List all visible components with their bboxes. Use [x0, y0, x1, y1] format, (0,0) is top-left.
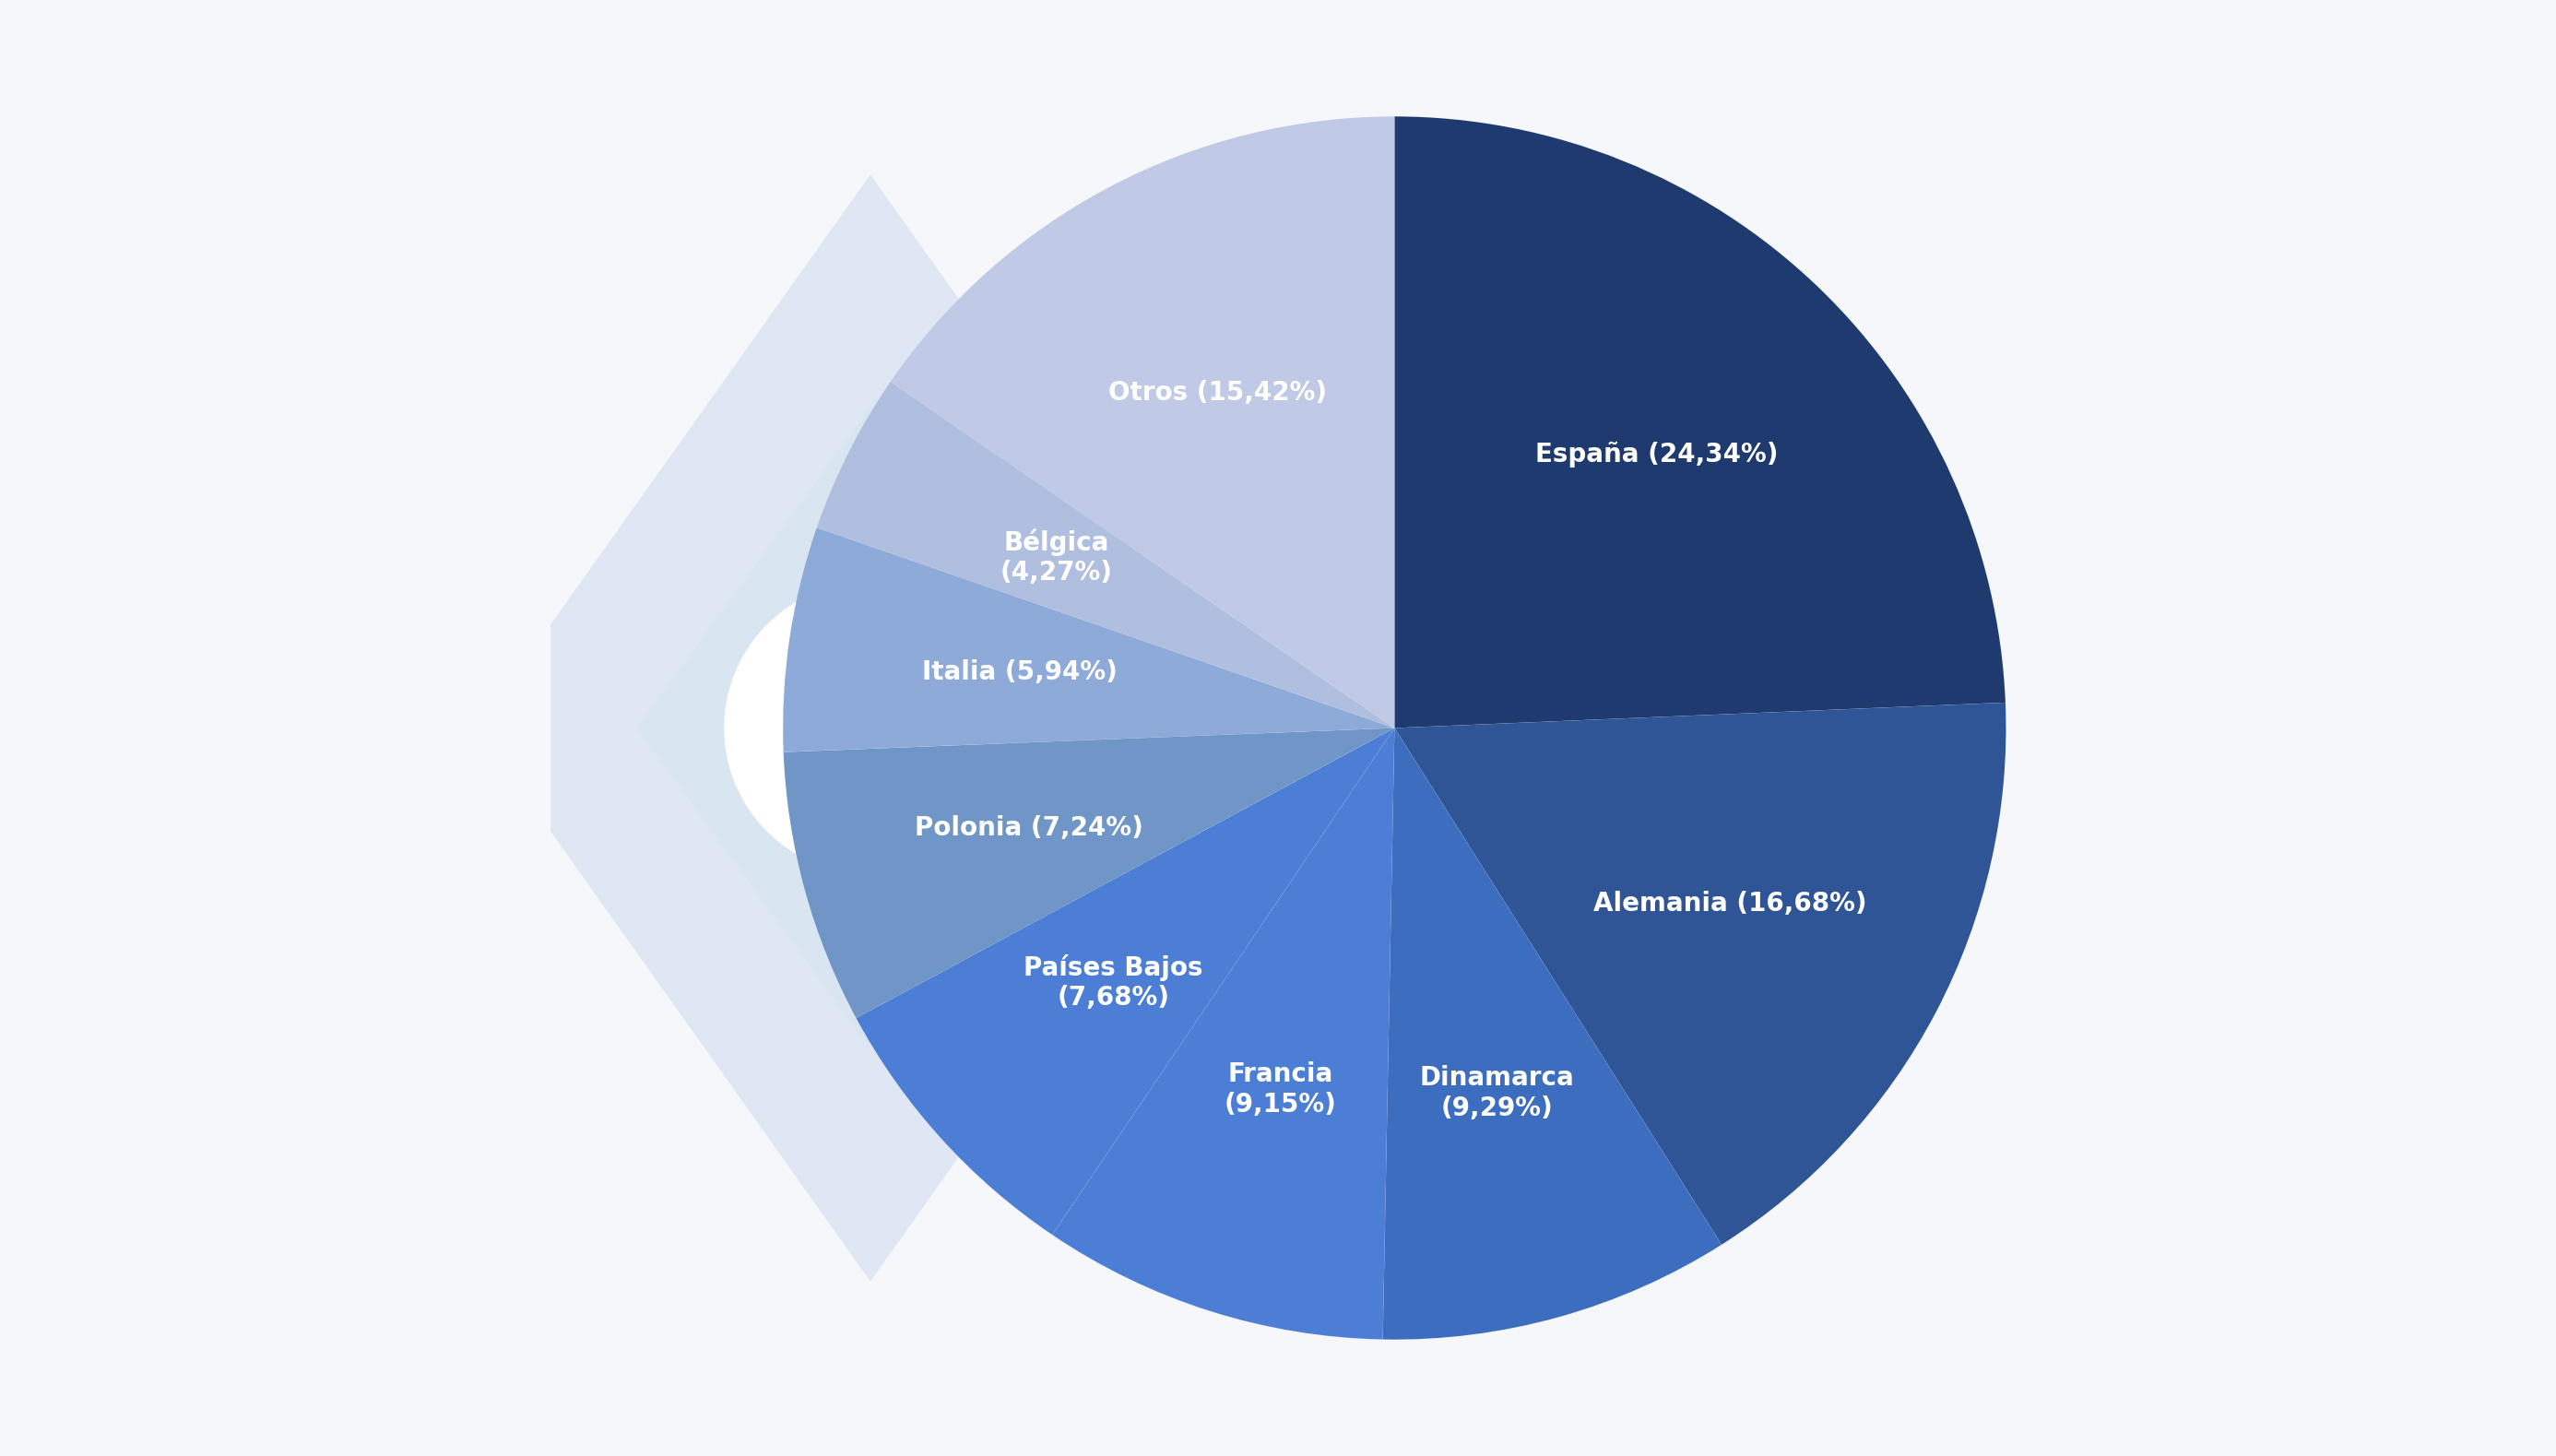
- Text: Polonia (7,24%): Polonia (7,24%): [915, 815, 1143, 842]
- Polygon shape: [636, 408, 1104, 1048]
- Wedge shape: [1396, 116, 2006, 728]
- Wedge shape: [1396, 703, 2006, 1245]
- Text: Dinamarca
(9,29%): Dinamarca (9,29%): [1419, 1066, 1574, 1121]
- Text: Italia (5,94%): Italia (5,94%): [923, 660, 1117, 686]
- Wedge shape: [785, 728, 1396, 1018]
- Text: Bélgica
(4,27%): Bélgica (4,27%): [999, 529, 1112, 585]
- Text: Países Bajos
(7,68%): Países Bajos (7,68%): [1025, 954, 1204, 1010]
- Wedge shape: [818, 381, 1396, 728]
- Wedge shape: [1383, 728, 1723, 1340]
- Wedge shape: [782, 527, 1396, 753]
- Text: Francia
(9,15%): Francia (9,15%): [1224, 1061, 1337, 1117]
- Wedge shape: [856, 728, 1396, 1235]
- Circle shape: [726, 582, 1015, 874]
- Wedge shape: [889, 116, 1396, 728]
- Text: Alemania (16,68%): Alemania (16,68%): [1592, 891, 1866, 917]
- Polygon shape: [478, 175, 1263, 1281]
- Text: España (24,34%): España (24,34%): [1536, 441, 1779, 467]
- Text: Otros (15,42%): Otros (15,42%): [1109, 380, 1327, 405]
- Wedge shape: [1053, 728, 1396, 1340]
